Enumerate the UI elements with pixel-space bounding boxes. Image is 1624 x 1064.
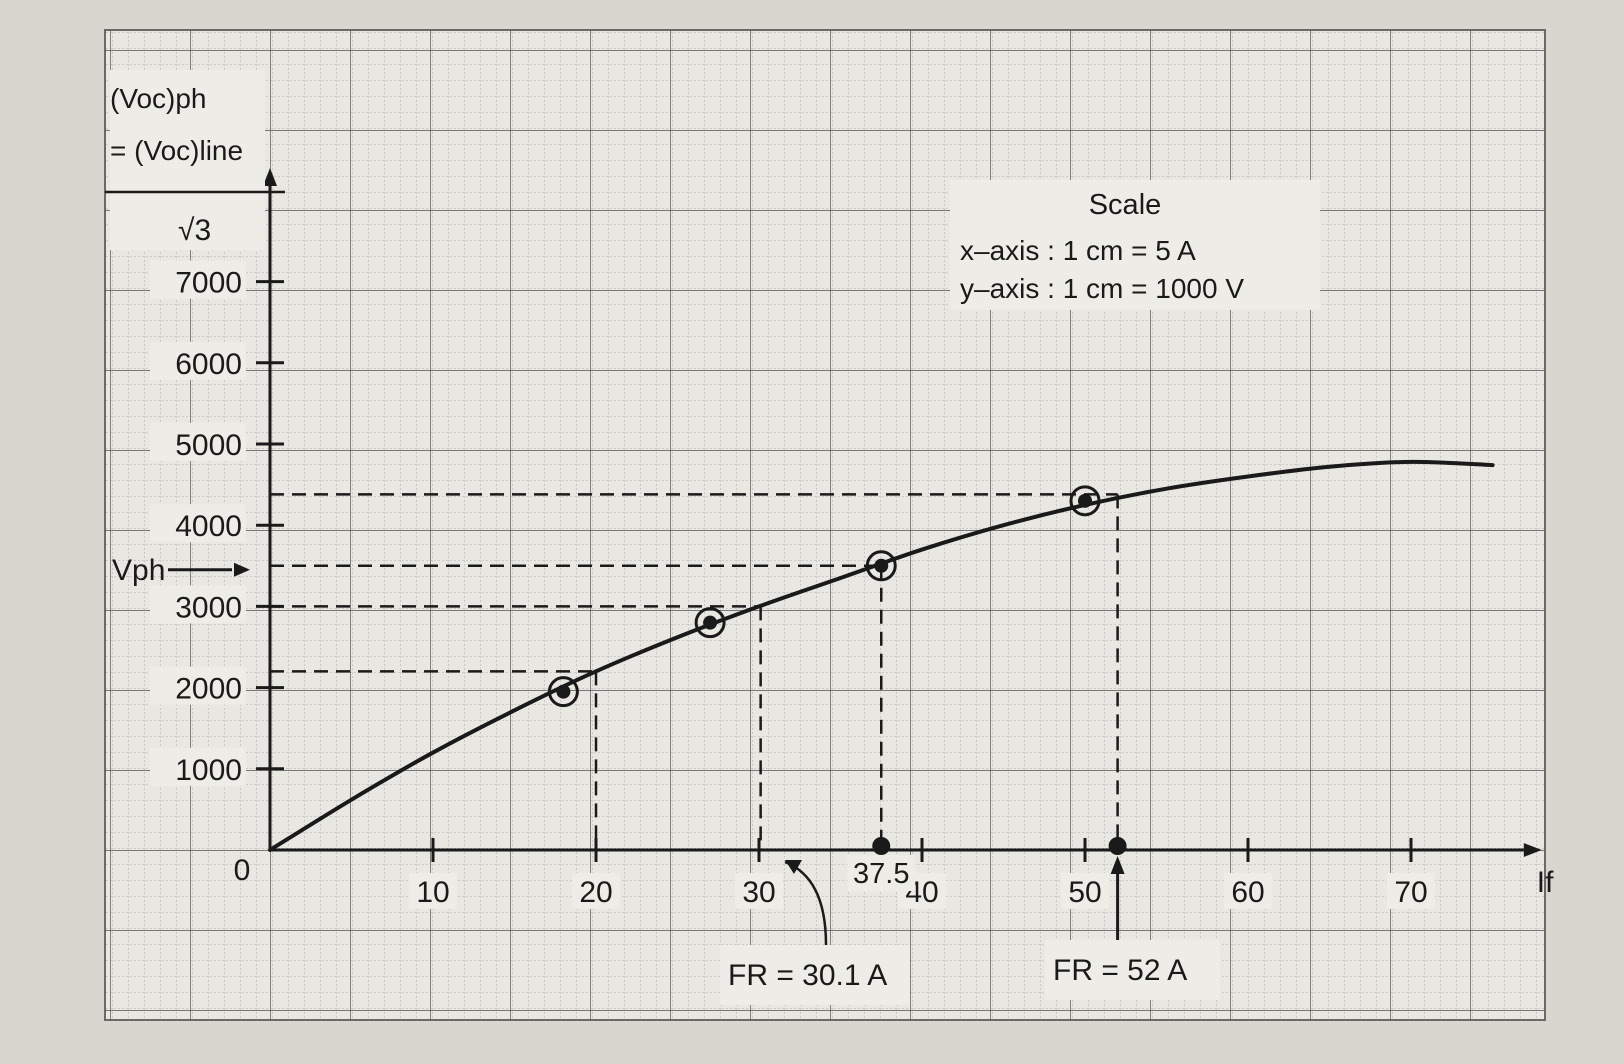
x-tick-label-10: 10: [416, 876, 449, 909]
y-tick-label-bg-6000: [150, 341, 246, 380]
data-point-ring-0: [547, 676, 579, 708]
data-point-1: [703, 615, 718, 630]
scale-box: [950, 180, 1320, 310]
fr2-label: FR = 52 A: [1053, 954, 1187, 987]
y-label-line2: = (Voc)line: [110, 135, 243, 166]
vph-arrow-head: [234, 562, 250, 577]
marker-375-label-bg: [847, 855, 916, 891]
marker-375-label: 37.5: [853, 858, 909, 890]
scale-x-text: x–axis : 1 cm = 5 A: [960, 235, 1196, 266]
y-tick-label-bg-2000: [150, 666, 246, 705]
y-tick-label-7000: 7000: [175, 267, 242, 300]
y-axis-arrow: [263, 168, 277, 186]
x-axis-label: If: [1537, 866, 1554, 899]
y-tick-label-4000: 4000: [175, 510, 242, 543]
y-label-bg: [110, 70, 265, 250]
x-axis-arrow: [1523, 843, 1542, 857]
scale-title: Scale: [1089, 189, 1162, 221]
scale-y-text: y–axis : 1 cm = 1000 V: [960, 273, 1244, 304]
y-tick-label-5000: 5000: [175, 429, 242, 462]
y-tick-label-bg-5000: [150, 423, 246, 461]
data-point-0: [556, 684, 571, 699]
fr2-arrow-head: [1110, 856, 1125, 874]
major-grid: [105, 30, 1545, 1020]
fr1-box: [720, 945, 910, 1005]
y-tick-label-3000: 3000: [175, 591, 242, 624]
x-tick-label-bg-30: [735, 873, 783, 909]
y-label-line1: (Voc)ph: [110, 83, 207, 114]
x-marker-0: [872, 837, 891, 855]
y-tick-label-bg-4000: [150, 504, 246, 543]
data-point-ring-1: [694, 607, 726, 639]
x-tick-label-bg-50: [1061, 873, 1109, 909]
x-tick-label-bg-60: [1224, 873, 1272, 909]
x-tick-label-20: 20: [579, 876, 612, 909]
fr1-leader-arrow: [785, 860, 802, 874]
x-marker-1: [1108, 837, 1127, 855]
origin-label: 0: [234, 854, 251, 887]
y-tick-label-bg-1000: [150, 747, 246, 786]
data-point-ring-3: [1069, 485, 1101, 517]
x-tick-label-bg-70: [1387, 873, 1435, 909]
data-point-3: [1078, 493, 1092, 508]
y-label-denominator: √3: [178, 214, 211, 247]
x-tick-label-bg-10: [409, 873, 457, 909]
y-tick-label-2000: 2000: [175, 673, 242, 706]
y-tick-label-1000: 1000: [175, 754, 242, 787]
x-tick-label-50: 50: [1068, 876, 1101, 909]
vph-label: Vph: [112, 554, 165, 587]
fr2-box: [1045, 940, 1220, 1000]
x-tick-label-bg-20: [572, 873, 620, 909]
data-point-2: [874, 558, 889, 573]
y-tick-label-bg-7000: [150, 260, 246, 299]
x-tick-label-30: 30: [742, 876, 775, 909]
y-tick-label-bg-3000: [150, 585, 246, 624]
fr1-label: FR = 30.1 A: [728, 959, 887, 992]
x-tick-label-70: 70: [1394, 876, 1427, 909]
x-tick-label-60: 60: [1231, 876, 1264, 909]
data-point-ring-2: [865, 550, 897, 582]
y-tick-label-6000: 6000: [175, 348, 242, 381]
